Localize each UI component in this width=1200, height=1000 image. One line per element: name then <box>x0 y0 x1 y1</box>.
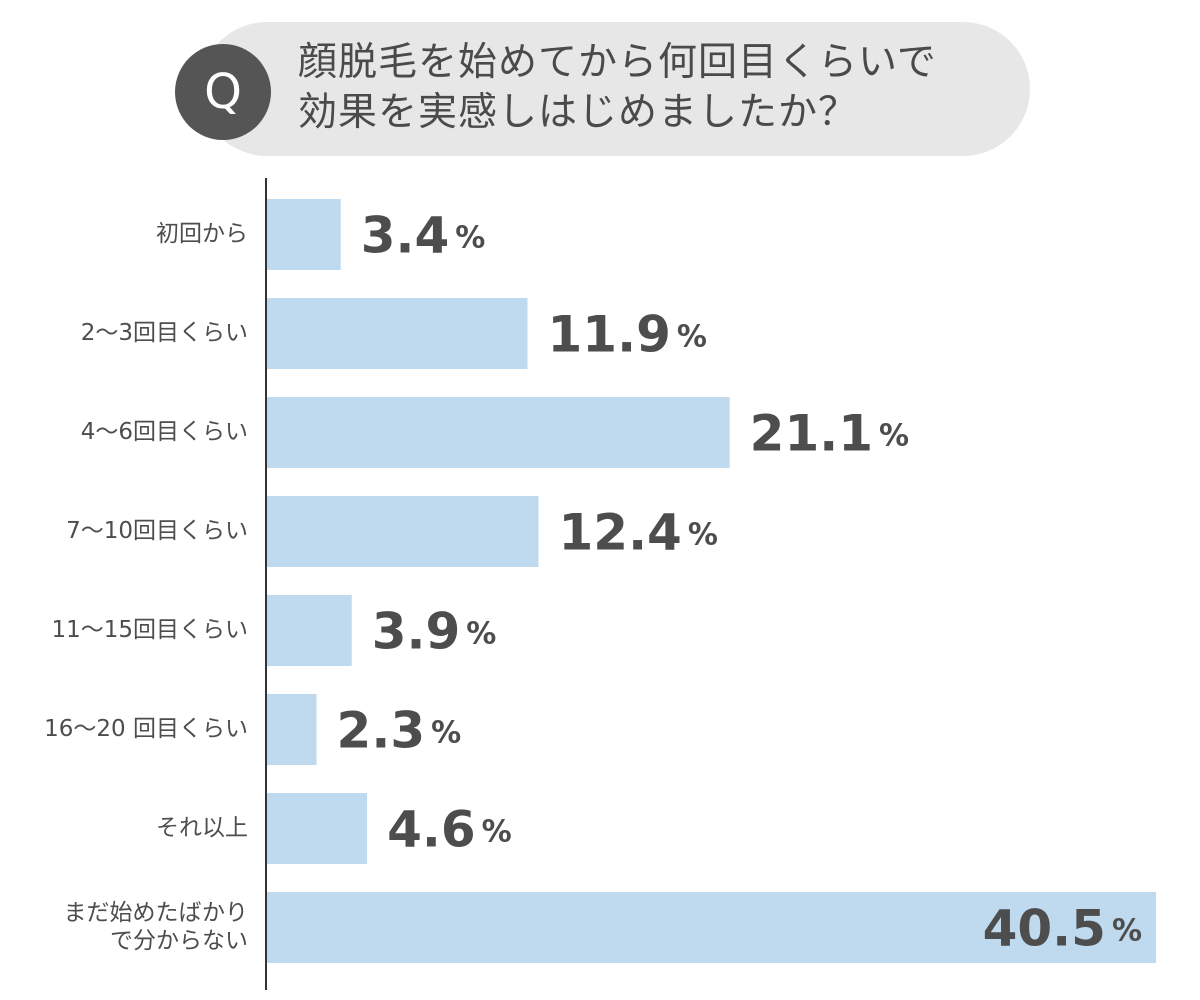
bar <box>266 793 368 864</box>
category-label: で分からない <box>110 928 248 954</box>
data-label: 3.9% <box>372 602 497 660</box>
bar <box>266 397 730 468</box>
data-label: 40.5% <box>983 899 1142 957</box>
category-label: 11～15回目くらい <box>51 617 248 643</box>
question-line-1: 顔脱毛を始めてから何回目くらいで <box>298 40 937 85</box>
category-label: まだ始めたばかり <box>64 900 248 926</box>
data-label: 21.1% <box>750 404 909 462</box>
bar <box>266 694 317 765</box>
question-badge: Q <box>175 44 271 140</box>
category-label: 7～10回目くらい <box>66 518 248 544</box>
bar <box>266 496 539 567</box>
data-label: 2.3% <box>337 701 462 759</box>
category-label: 2～3回目くらい <box>81 320 248 346</box>
bar <box>266 892 1156 963</box>
bar <box>266 595 352 666</box>
bar <box>266 298 528 369</box>
category-label: 初回から <box>156 221 248 247</box>
question-text: 顔脱毛を始めてから何回目くらいで 効果を実感しはじめましたか？ <box>298 38 1018 138</box>
category-label: 16～20 回目くらい <box>44 716 248 742</box>
question-line-2: 効果を実感しはじめましたか？ <box>298 90 859 135</box>
data-label: 12.4% <box>558 503 717 561</box>
data-label: 4.6% <box>387 800 512 858</box>
data-label: 11.9% <box>548 305 707 363</box>
data-label: 3.4% <box>361 206 486 264</box>
question-bubble <box>200 22 1030 156</box>
category-label: 4～6回目くらい <box>81 419 248 445</box>
category-label: それ以上 <box>156 815 248 841</box>
bar <box>266 199 341 270</box>
